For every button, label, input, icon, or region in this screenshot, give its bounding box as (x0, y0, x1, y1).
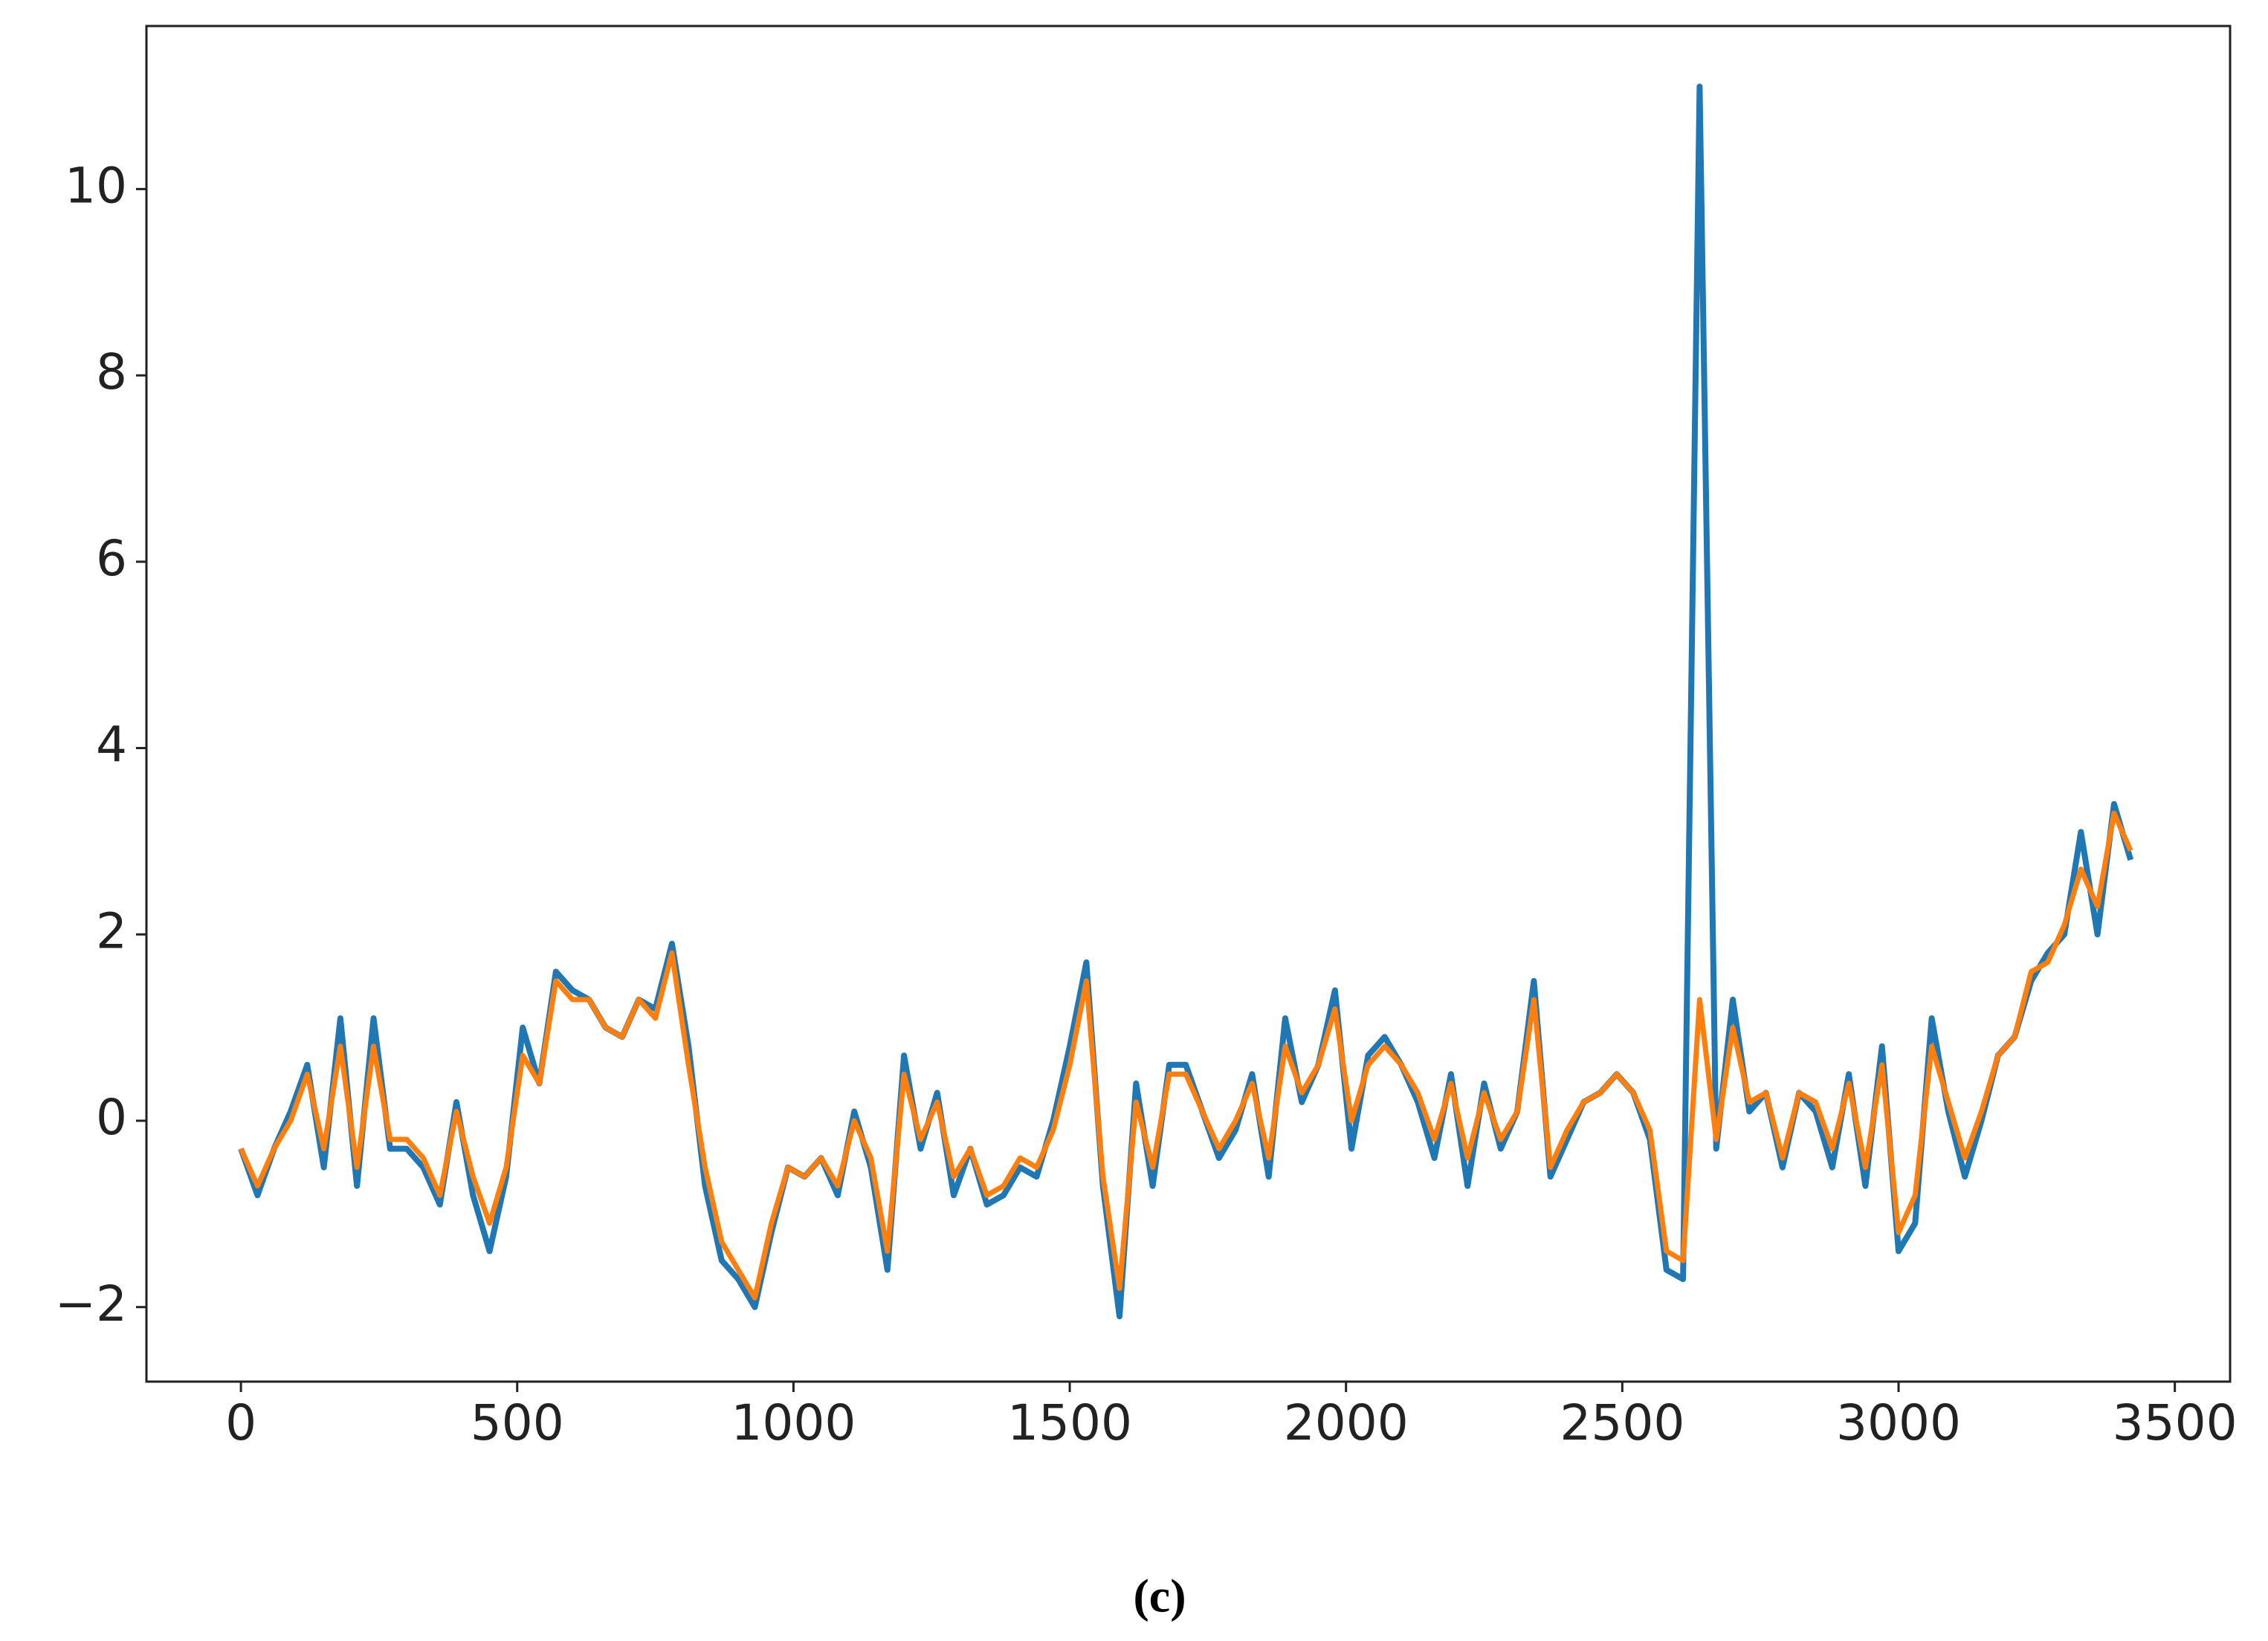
y-tick-label: 6 (96, 530, 127, 587)
series-line (238, 810, 2133, 1301)
caption: (c) (1133, 1570, 1186, 1622)
x-tick-label: 1500 (1007, 1394, 1132, 1451)
y-tick-label: 2 (96, 902, 127, 959)
y-tick-label: 8 (96, 343, 127, 401)
plot-frame (145, 25, 2232, 1383)
x-tick-label: 2500 (1560, 1394, 1684, 1451)
x-tick-label: 3000 (1836, 1394, 1961, 1451)
x-tick-label: 0 (225, 1394, 256, 1451)
x-tick-label: 500 (471, 1394, 564, 1451)
y-tick-label: 4 (96, 716, 127, 774)
x-tick-label: 1000 (731, 1394, 856, 1451)
x-tick-label: 2000 (1284, 1394, 1409, 1451)
y-tick-label: −2 (55, 1275, 127, 1333)
y-tick-label: 10 (65, 157, 127, 214)
y-tick-label: 0 (96, 1089, 127, 1146)
series-line (238, 83, 2134, 1320)
x-tick-label: 3500 (2113, 1394, 2238, 1451)
